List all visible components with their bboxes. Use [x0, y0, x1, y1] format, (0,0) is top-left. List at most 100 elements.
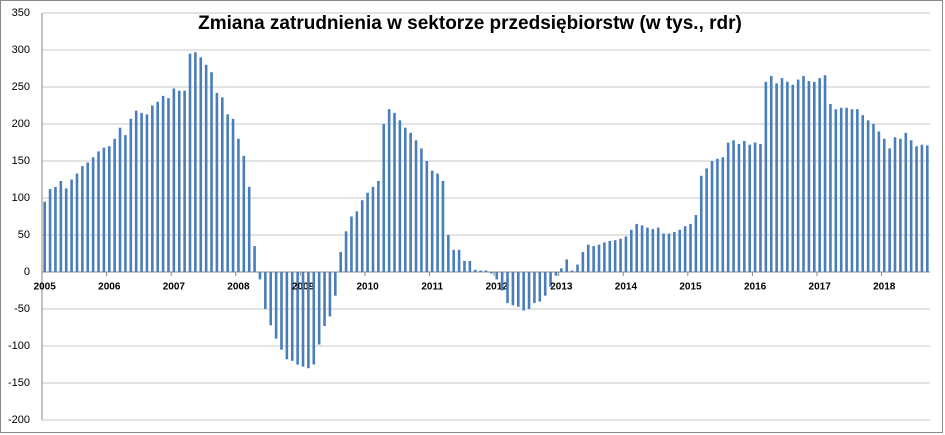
bar	[893, 137, 897, 272]
bar	[549, 272, 552, 287]
bar	[134, 110, 138, 273]
x-tick-label: 2014	[615, 282, 638, 293]
bar	[856, 109, 859, 272]
bar	[447, 235, 450, 272]
bar	[355, 211, 359, 272]
bar	[204, 64, 208, 272]
bar	[344, 231, 348, 272]
bar	[699, 175, 703, 272]
x-tick-label: 2016	[744, 282, 767, 293]
bar	[86, 162, 90, 272]
bar	[323, 272, 326, 327]
bar	[866, 120, 870, 272]
bar	[307, 272, 310, 369]
bar	[630, 229, 633, 272]
bar	[511, 272, 515, 306]
bar	[70, 179, 73, 272]
bar	[145, 114, 149, 272]
y-tick-label: -200	[8, 414, 30, 426]
bar	[915, 146, 918, 272]
bar	[264, 272, 267, 309]
y-tick-label: 100	[12, 192, 30, 204]
bar	[479, 270, 482, 272]
x-tick-label: 2017	[809, 282, 832, 293]
bar	[705, 168, 708, 272]
bar	[872, 124, 875, 272]
bar	[726, 142, 730, 272]
bar	[899, 138, 902, 272]
bar	[75, 173, 79, 272]
bar	[818, 78, 821, 273]
bar	[780, 78, 784, 273]
bar	[570, 270, 574, 272]
y-tick-label: -100	[8, 340, 30, 352]
bar	[920, 144, 924, 272]
bar	[473, 269, 477, 272]
bar	[748, 144, 752, 272]
bar	[285, 272, 289, 360]
bar	[829, 104, 832, 273]
bar	[393, 112, 396, 273]
bar	[156, 101, 160, 272]
bar	[576, 264, 579, 272]
bar	[673, 232, 676, 272]
x-tick-label: 2012	[486, 282, 509, 293]
bar	[812, 81, 816, 272]
bar	[764, 81, 768, 272]
bar	[280, 272, 283, 350]
bar	[786, 81, 789, 272]
y-tick-label: 300	[12, 44, 30, 56]
bar	[882, 138, 886, 272]
y-tick-label: 200	[12, 118, 30, 130]
bar	[226, 114, 229, 272]
bar	[199, 57, 203, 273]
bar	[167, 98, 170, 272]
bar	[215, 92, 219, 272]
bar	[560, 268, 563, 272]
bar	[231, 118, 235, 272]
x-tick-label: 2010	[356, 282, 379, 293]
bar	[484, 270, 488, 272]
bar	[646, 227, 649, 272]
bar	[533, 272, 536, 304]
bar	[151, 105, 154, 272]
bar	[350, 216, 353, 272]
bar	[759, 143, 762, 272]
bar	[48, 189, 52, 272]
bar	[603, 242, 606, 272]
bar	[527, 272, 531, 309]
bar	[613, 240, 617, 272]
bar	[183, 90, 186, 272]
bar	[425, 161, 429, 272]
bar	[656, 227, 660, 272]
x-tick-label: 2007	[163, 282, 186, 293]
bar	[97, 151, 100, 272]
chart-title: Zmiana zatrudnienia w sektorze przedsięb…	[198, 13, 742, 34]
bar	[129, 118, 133, 272]
bar	[237, 138, 240, 272]
bar	[678, 229, 682, 272]
bar	[269, 272, 273, 326]
bar	[791, 84, 795, 272]
bar	[753, 142, 757, 272]
bar	[290, 272, 294, 361]
bar	[850, 109, 854, 272]
bar	[463, 260, 466, 272]
bar	[516, 272, 520, 307]
bar	[301, 272, 305, 367]
bar	[420, 148, 423, 272]
bar	[247, 186, 251, 272]
bar	[581, 252, 585, 272]
bar	[721, 157, 725, 272]
bar	[161, 95, 165, 272]
bar	[339, 252, 342, 272]
bar	[861, 115, 865, 273]
bar	[500, 272, 504, 291]
bar	[43, 201, 46, 272]
bar	[409, 132, 412, 272]
bar	[188, 53, 192, 273]
bar	[554, 272, 558, 276]
bar	[242, 155, 246, 272]
bar	[452, 249, 456, 272]
